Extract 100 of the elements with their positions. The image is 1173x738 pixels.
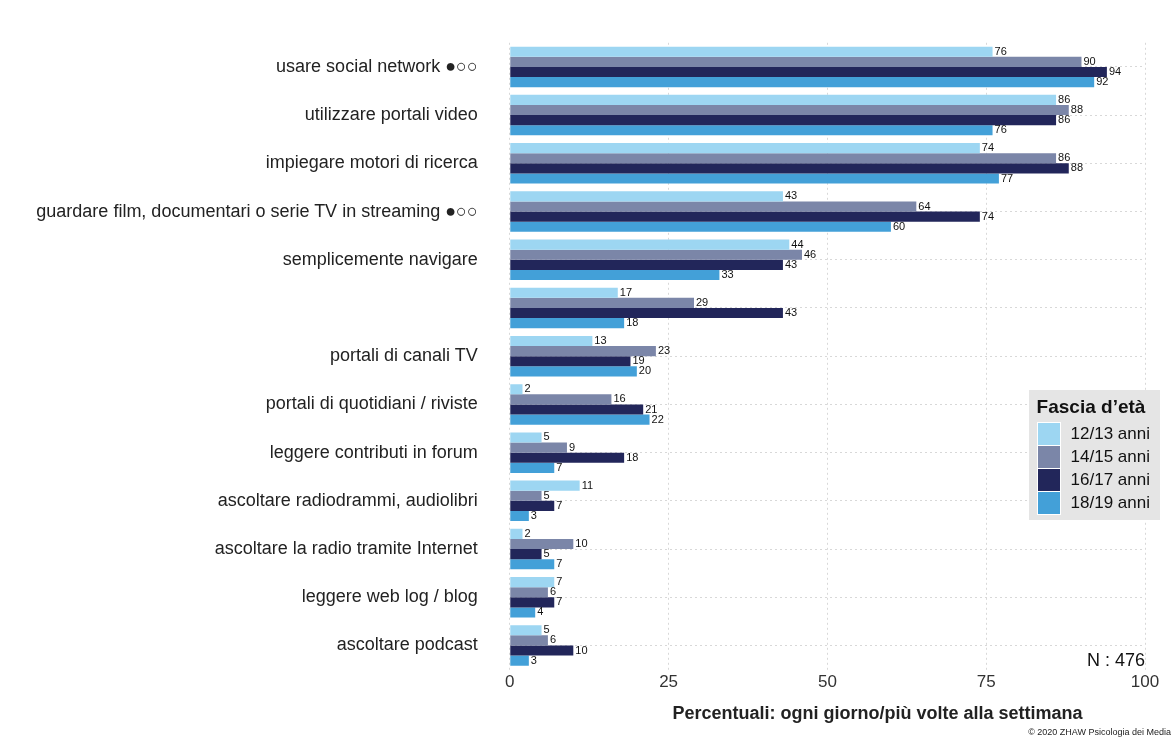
bar [510,269,720,281]
y-tick-label: portali di quotidiani / riviste [265,393,478,414]
data-label: 7 [556,557,563,570]
data-label: 64 [918,199,931,212]
data-label: 86 [1058,92,1071,105]
data-label: 5 [543,547,550,560]
y-tick-label: portali di canali TV [330,345,478,366]
bar [510,239,790,250]
data-label: 21 [645,402,658,415]
bar [510,500,555,511]
data-label: 77 [1000,171,1014,184]
text: © 2020 ZHAW Psicologia dei Media [1028,727,1171,737]
bar [510,356,631,367]
data-label: 7 [556,498,563,511]
x-tick-label: 50 [817,672,837,692]
bar [510,384,523,395]
data-label: 43 [784,257,798,270]
bar [510,66,1107,78]
data-label: 20 [638,364,652,377]
bar [510,655,529,666]
bar [510,94,1057,105]
y-tick-label: leggere web log / blog [301,586,478,607]
data-label: 10 [575,643,588,656]
data-label: 5 [543,623,550,636]
data-label: 90 [1083,54,1096,67]
bar [510,297,694,308]
data-label: 86 [1058,151,1071,164]
y-tick-label: utilizzare portali video [304,104,478,125]
bar [510,442,567,453]
bar [510,528,523,539]
bar [510,259,783,270]
bar [510,335,593,347]
bar [510,46,993,57]
bar [510,366,637,377]
data-label: 2 [524,382,531,395]
y-tick-label: leggere contributi in forum [269,441,478,462]
data-label: 18 [626,450,639,463]
bar [510,587,548,598]
y-tick-label: guardare film, documentari o serie TV in streaming ●○○ [36,200,478,221]
data-label: 2 [524,526,531,539]
bar [510,394,612,405]
data-label: 16 [613,392,626,405]
data-label: 22 [651,412,664,425]
bar [510,105,1069,116]
data-label: 7 [556,595,563,608]
bar [510,404,644,415]
data-label: 11 [581,478,594,491]
legend-label: 18/19 anni [1070,492,1150,513]
data-label: 13 [594,334,607,347]
bar [510,432,542,443]
legend-label: 16/17 anni [1070,469,1150,490]
data-label: 92 [1096,75,1109,88]
data-label: 44 [791,237,804,250]
bar [510,201,917,212]
data-label: 23 [657,344,671,357]
data-label: 74 [981,209,995,222]
bar [510,480,580,491]
data-label: 86 [1058,113,1071,126]
bar [510,173,999,184]
data-label: 17 [619,285,633,298]
x-tick-label: 75 [976,672,996,692]
data-label: 60 [892,219,906,232]
data-label: 5 [543,430,550,443]
bar [510,287,618,298]
bar [510,510,529,522]
data-label: 76 [994,123,1007,136]
bar [510,143,980,154]
data-label: 3 [530,509,537,522]
bar [510,549,542,560]
bar [510,462,555,473]
y-tick-label: ascoltare radiodrammi, audiolibri [217,489,478,510]
data-label: 18 [626,316,639,329]
data-label: 5 [543,488,550,501]
data-label: 88 [1070,103,1084,116]
data-label: 6 [549,585,557,598]
bar [510,414,650,425]
bar [510,577,555,588]
bar [510,211,980,222]
y-tick-label: ascoltare la radio tramite Internet [214,538,478,559]
data-label: 88 [1070,161,1084,174]
bar [510,163,1069,174]
bar [510,125,993,136]
bar [510,452,625,463]
y-tick-label: ascoltare podcast [336,634,478,655]
data-label: 43 [784,306,798,319]
data-label: 74 [981,141,995,154]
bar [510,490,542,501]
bar [510,645,574,656]
x-axis-title: Percentuali: ogni giorno/più volte alla settimana [671,703,1084,724]
y-tick-label: usare social network ●○○ [276,55,478,76]
bar [510,597,555,608]
data-label: 10 [575,537,588,550]
x-tick-label: 100 [1130,672,1160,692]
legend-title: Fascia d’età [1036,396,1147,418]
y-tick-label: impiegare motori di ricerca [265,152,479,173]
data-label: 7 [556,575,563,588]
bar [510,559,555,570]
data-label: 6 [549,633,557,646]
bar [510,346,656,357]
bar [510,318,625,329]
